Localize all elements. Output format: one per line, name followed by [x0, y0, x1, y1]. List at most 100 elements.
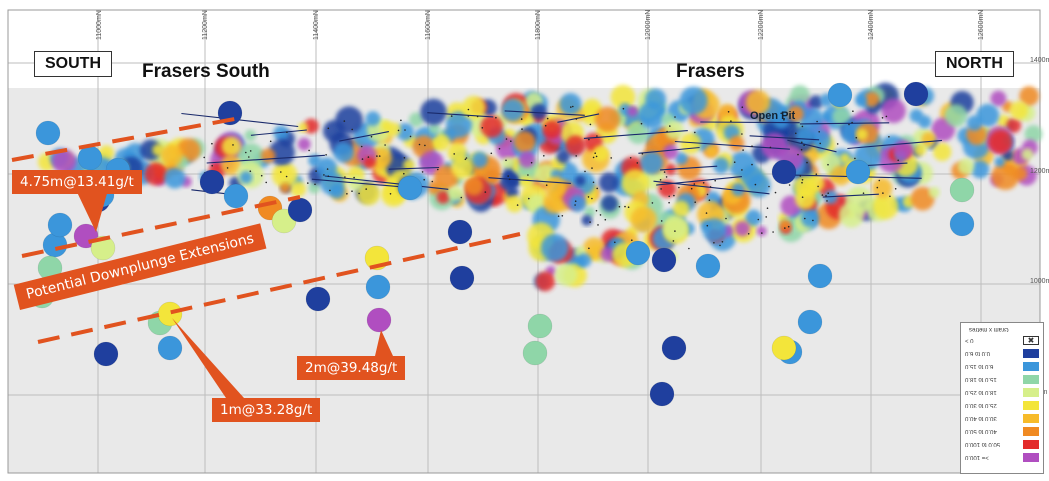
assay-point	[561, 215, 564, 217]
legend-row: >= 100.0	[965, 452, 1039, 463]
grade-blob	[1013, 166, 1028, 181]
grade-blob	[598, 172, 620, 193]
grade-blob	[675, 152, 688, 165]
intercept-circle	[157, 335, 183, 361]
assay-point	[897, 159, 899, 162]
intercept-circle	[827, 82, 853, 108]
grade-blob	[991, 162, 1020, 190]
assay-point	[702, 182, 705, 184]
drill-trace	[339, 131, 390, 142]
grade-blob	[918, 115, 932, 129]
legend-swatch	[1023, 453, 1039, 462]
grade-blob	[731, 182, 745, 197]
assay-point	[714, 179, 716, 182]
drill-trace	[787, 139, 837, 153]
legend-row: 40.0 to 50.0	[965, 426, 1039, 437]
elevation-tick-label: 1200m	[1030, 168, 1049, 175]
assay-point	[376, 155, 378, 157]
northing-tick-label: 11000mN	[96, 10, 103, 40]
grade-blob	[910, 186, 935, 211]
intercept-circle	[903, 81, 929, 107]
legend-row: 0.0 to 6.0	[965, 348, 1039, 359]
grade-blob	[790, 85, 810, 105]
assay-point	[825, 195, 827, 197]
intercept-markers	[29, 81, 975, 407]
drill-trace	[638, 146, 700, 154]
assay-point	[688, 247, 690, 250]
legend-row: 6.0 to 15.0	[965, 361, 1039, 372]
drill-trace	[847, 139, 943, 150]
assay-point	[329, 189, 331, 192]
assay-point	[821, 194, 824, 196]
legend-row: 50.0 to 100.0	[965, 439, 1039, 450]
assay-point	[816, 120, 818, 123]
assay-point	[795, 132, 797, 135]
assay-point	[460, 196, 463, 199]
grade-blob	[220, 154, 242, 176]
assay-point	[490, 152, 493, 155]
intercept-circle	[157, 301, 183, 327]
assay-point	[881, 117, 884, 119]
grade-blob	[600, 246, 616, 262]
grade-blob	[601, 194, 618, 212]
legend-swatch	[1023, 375, 1039, 384]
assay-point	[530, 161, 533, 164]
grade-blob	[239, 171, 253, 184]
grade-blob	[594, 106, 621, 132]
legend-label: 6.0 to 15.0	[965, 363, 994, 369]
map-frame	[7, 9, 1041, 474]
assay-point	[761, 232, 763, 234]
assay-point	[431, 180, 434, 183]
assay-point	[520, 118, 523, 120]
intercept-circle	[949, 177, 975, 203]
intercept-circle	[797, 309, 823, 335]
assay-point	[673, 194, 675, 197]
assay-point	[572, 105, 574, 108]
drill-trace	[388, 166, 440, 170]
grade-blob	[734, 221, 751, 237]
grade-blob	[480, 115, 504, 138]
assay-point	[733, 161, 736, 163]
assay-point	[403, 172, 405, 175]
northing-tick-label: 11400mN	[313, 10, 320, 40]
callout-arrows	[11, 116, 521, 398]
grade-blob	[52, 149, 77, 174]
drill-trace	[181, 112, 299, 128]
intercept-circle	[651, 247, 677, 273]
assay-point	[852, 110, 854, 112]
assay-point	[343, 120, 346, 122]
assay-point	[528, 197, 530, 200]
assay-point	[403, 157, 406, 159]
assay-point	[741, 169, 743, 171]
assay-point	[570, 106, 572, 108]
assay-point	[557, 215, 560, 217]
assay-point	[521, 128, 523, 130]
drill-trace	[822, 193, 879, 198]
assay-point	[706, 224, 709, 227]
assay-point	[245, 151, 247, 154]
callout-pointer	[76, 190, 108, 232]
assay-point	[365, 188, 368, 190]
northing-tick-label: 12000mN	[645, 9, 652, 40]
grade-blob	[542, 120, 562, 139]
grade-blob	[745, 209, 762, 226]
assay-point	[378, 155, 381, 157]
grade-blob	[893, 140, 913, 160]
assay-point	[397, 129, 400, 132]
grade-blob	[433, 134, 450, 151]
assay-point	[660, 220, 663, 222]
assay-point	[693, 183, 696, 185]
assay-point	[827, 163, 829, 166]
assay-point	[575, 118, 578, 120]
grade-blob	[705, 145, 718, 158]
assay-point	[627, 206, 630, 208]
legend-row: 15.0 to 18.0	[965, 374, 1039, 385]
assay-point	[769, 146, 772, 149]
grade-blob	[98, 145, 115, 161]
grade-blob	[461, 95, 486, 120]
assay-point	[326, 168, 329, 170]
assay-point	[589, 123, 592, 126]
assay-point	[389, 193, 392, 195]
grade-blob	[506, 195, 523, 213]
assay-point	[624, 205, 626, 208]
